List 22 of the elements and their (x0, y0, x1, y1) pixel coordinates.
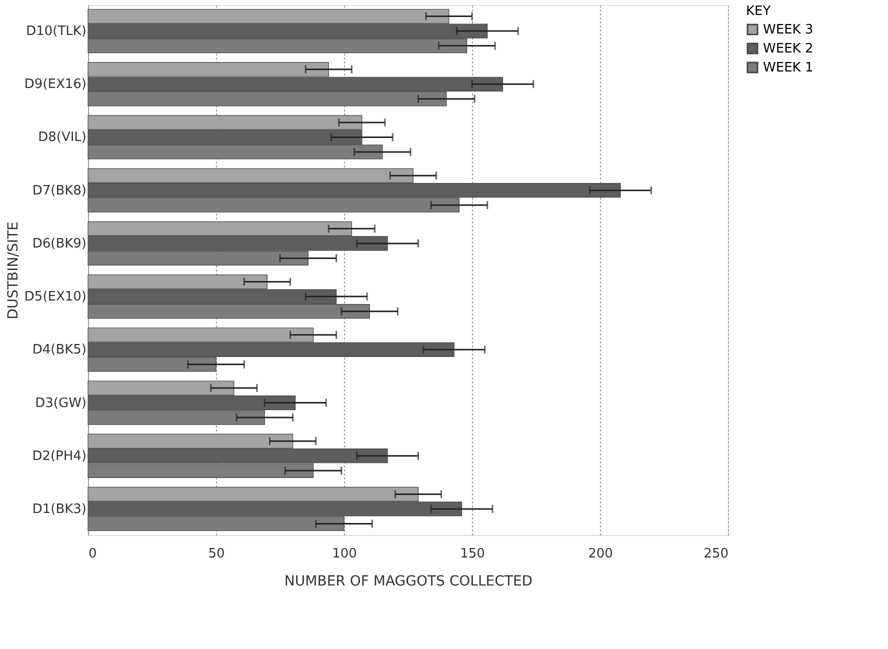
y-tick-label: D9(EX16) (24, 77, 86, 92)
y-tick-label: D7(BK8) (32, 183, 86, 198)
x-tick-label: 100 (332, 546, 357, 562)
legend-label: WEEK 1 (763, 60, 814, 76)
y-tick-label: D6(BK9) (32, 236, 86, 252)
y-tick-label: D4(BK5) (32, 342, 86, 358)
y-tick-label: D3(GW) (35, 396, 86, 411)
x-axis-title: NUMBER OF MAGGOTS COLLECTED (284, 574, 533, 590)
y-tick-label: D1(BK3) (32, 502, 86, 517)
legend-title: KEY (746, 4, 771, 19)
y-tick-label: D10(TLK) (26, 24, 86, 40)
x-tick-label: 0 (88, 546, 97, 562)
x-tick-label: 150 (460, 546, 485, 562)
y-axis-title: DUSTBIN/SITE (5, 222, 22, 320)
y-tick-label: D5(EX10) (24, 290, 86, 305)
y-tick-label: D8(VIL) (38, 130, 86, 146)
legend-label: WEEK 3 (763, 22, 814, 38)
x-tick-label: 250 (704, 546, 728, 562)
x-tick-label: 200 (588, 546, 613, 562)
y-tick-label: D2(PH4) (32, 448, 86, 464)
x-tick-label: 50 (208, 546, 225, 562)
legend-label: WEEK 2 (763, 42, 814, 56)
